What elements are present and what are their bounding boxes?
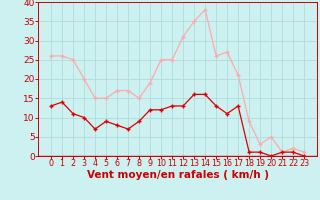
X-axis label: Vent moyen/en rafales ( km/h ): Vent moyen/en rafales ( km/h ): [87, 170, 268, 180]
